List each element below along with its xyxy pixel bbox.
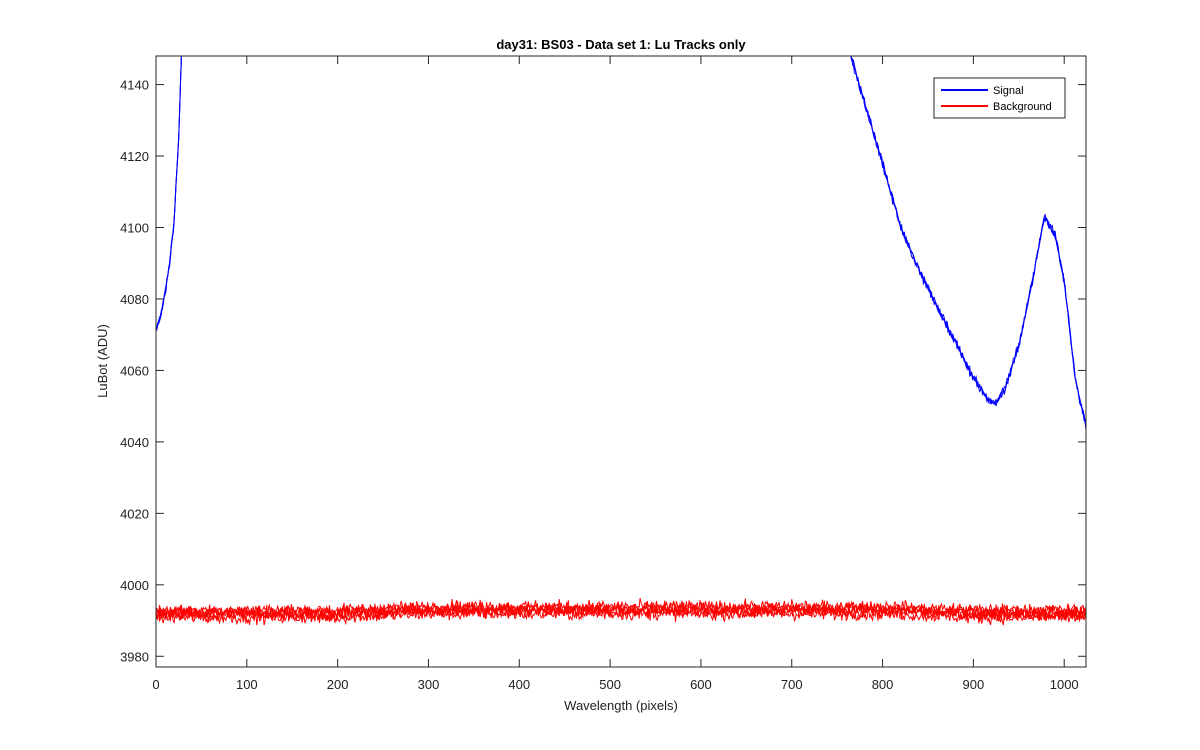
x-tick-label: 1000 [1050,677,1079,692]
plot-area [156,56,1086,667]
y-tick-label: 4080 [120,292,149,307]
background-trace-3 [156,598,1086,619]
x-tick-label: 200 [327,677,349,692]
y-axis-label: LuBot (ADU) [95,324,110,398]
ticks-layer: 0 100 200 300 400 500 600 700 800 900 1000 3980 4000… [120,56,1086,692]
legend-signal-label: Signal [993,85,1024,97]
background-trace-0 [156,605,1086,626]
legend: Signal Background [933,77,1066,119]
background-trace-4 [156,602,1086,622]
y-tick-label: 4040 [120,435,149,450]
y-tick-label: 4100 [120,221,149,236]
y-tick-label: 4120 [120,149,149,164]
x-tick-label: 300 [418,677,440,692]
signal-trace-1-2 [850,56,1086,431]
signal-trace-0-2 [156,56,182,332]
x-tick-label: 700 [781,677,803,692]
x-tick-label: 500 [599,677,621,692]
x-tick-label: 600 [690,677,712,692]
x-tick-label: 900 [963,677,985,692]
legend-box [933,77,1066,119]
chart-title: day31: BS03 - Data set 1: Lu Tracks only [496,37,746,52]
y-tick-label: 3980 [120,649,149,664]
x-axis-label: Wavelength (pixels) [564,698,678,713]
series-layer [156,56,1086,626]
y-tick-label: 4020 [120,506,149,521]
y-tick-label: 4140 [120,78,149,93]
y-tick-label: 4000 [120,578,149,593]
x-tick-label: 800 [872,677,894,692]
x-tick-label: 100 [236,677,258,692]
x-tick-label: 0 [152,677,159,692]
plot-frame [155,55,1087,668]
legend-background-label: Background [993,101,1052,113]
y-tick-label: 4060 [120,363,149,378]
x-tick-label: 400 [508,677,530,692]
